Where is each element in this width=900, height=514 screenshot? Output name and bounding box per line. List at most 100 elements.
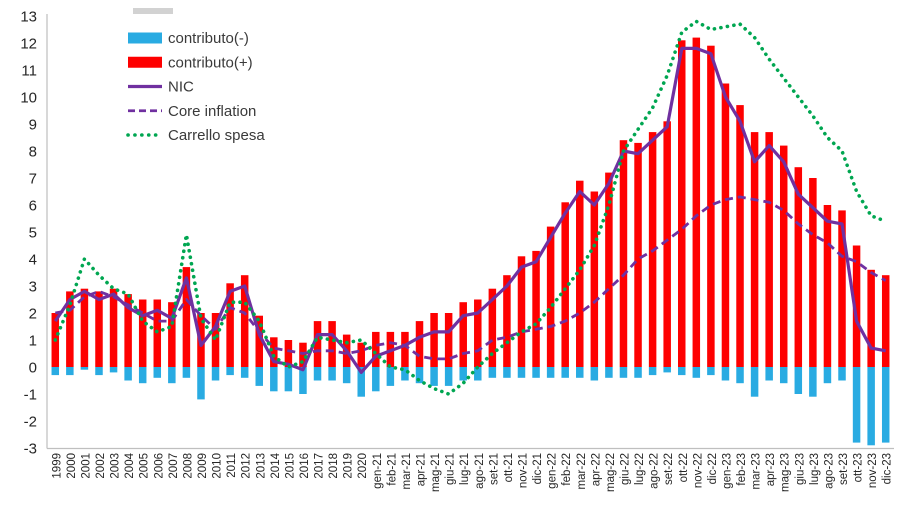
y-tick-label: 7	[29, 171, 37, 188]
bar-positive	[313, 321, 322, 367]
x-tick-label: 2005	[139, 453, 151, 479]
x-tick-label: 2017	[314, 453, 326, 479]
x-tick-label: apr-23	[765, 453, 777, 486]
bar-negative	[634, 367, 642, 378]
y-tick-label: 2	[29, 306, 37, 323]
x-tick-label: 2010	[212, 453, 224, 479]
x-tick-label: dic-23	[882, 453, 894, 484]
x-tick-label: dic-22	[707, 453, 719, 484]
bar-negative	[750, 367, 759, 397]
x-tick-label: feb-21	[386, 453, 398, 486]
x-tick-label: 2018	[328, 453, 340, 479]
bar-positive	[663, 121, 671, 367]
x-tick-label: 2003	[110, 453, 122, 479]
bar-positive	[736, 105, 744, 367]
bar-negative	[779, 367, 788, 384]
x-tick-label: 2002	[95, 453, 107, 479]
x-tick-label: feb-23	[736, 453, 748, 486]
bar-positive	[255, 315, 263, 367]
x-tick-label: set-23	[838, 453, 850, 485]
bar-negative	[444, 367, 453, 386]
bar-negative	[313, 367, 322, 381]
bar-negative	[474, 367, 482, 381]
bar-negative	[415, 367, 424, 384]
bar-positive	[240, 275, 249, 367]
x-tick-label: 2007	[168, 453, 180, 479]
bar-positive	[459, 302, 467, 367]
bar-negative	[138, 367, 147, 384]
x-tick-label: mag-22	[605, 453, 617, 492]
bar-positive	[678, 40, 686, 368]
x-tick-label: 2016	[299, 453, 311, 479]
bar-positive	[605, 172, 613, 367]
bar-negative	[153, 367, 162, 378]
legend-label-nic: NIC	[168, 79, 194, 96]
bar-positive	[430, 313, 438, 367]
bar-negative	[342, 367, 351, 384]
x-tick-label: gen-21	[372, 453, 384, 489]
y-tick-label: 1	[29, 333, 37, 350]
x-tick-label: feb-22	[561, 453, 573, 486]
x-tick-label: ott-23	[853, 453, 865, 482]
x-tick-label: dic-21	[532, 453, 544, 484]
x-tick-label: ago-21	[474, 453, 486, 489]
bar-negative	[124, 367, 132, 381]
bar-negative	[809, 367, 817, 397]
bar-positive	[576, 180, 584, 367]
bar-negative	[794, 367, 803, 394]
x-tick-label: lug-23	[809, 453, 821, 485]
x-tick-label: giu-23	[794, 453, 806, 485]
bar-negative	[430, 367, 438, 386]
bar-positive	[226, 283, 234, 367]
bar-negative	[605, 367, 613, 378]
bar-negative	[401, 367, 409, 381]
bar-negative	[386, 367, 395, 386]
bar-negative	[459, 367, 467, 381]
nic-line	[53, 46, 886, 374]
bar-positive	[124, 294, 132, 367]
y-tick-label: -3	[24, 441, 37, 458]
bar-negative	[765, 367, 773, 381]
bar-positive	[401, 331, 409, 367]
bar-negative	[284, 367, 293, 392]
x-tick-label: ago-23	[823, 453, 835, 489]
bar-negative	[503, 367, 511, 378]
bar-negative	[532, 367, 540, 378]
bar-negative	[852, 367, 861, 443]
y-tick-label: 4	[29, 252, 37, 269]
bar-negative	[619, 367, 628, 378]
bar-positive	[634, 142, 642, 367]
x-tick-label: mag-21	[430, 453, 442, 492]
x-tick-label: 2012	[241, 453, 253, 479]
bar-positive	[109, 288, 118, 367]
x-tick-label: nov-21	[517, 453, 529, 488]
x-tick-label: apr-21	[416, 453, 428, 486]
y-tick-label: 5	[29, 225, 37, 242]
y-tick-label: 0	[29, 360, 37, 377]
bar-negative	[692, 367, 701, 378]
bar-negative	[328, 367, 336, 381]
bar-positive	[838, 210, 846, 367]
x-tick-label: 2015	[284, 453, 296, 479]
bar-positive	[546, 226, 555, 367]
bar-positive	[153, 299, 162, 367]
y-tick-label: 13	[20, 9, 37, 26]
x-tick-label: giu-22	[619, 453, 631, 485]
bar-negative	[707, 367, 715, 376]
legend-label-core-inflation: Core inflation	[168, 103, 256, 120]
bar-negative	[721, 367, 730, 381]
x-tick-label: lug-22	[634, 453, 646, 485]
bar-negative	[546, 367, 555, 378]
bar-negative	[678, 367, 686, 376]
x-tick-label: 2006	[153, 453, 165, 479]
bar-positive	[138, 299, 147, 367]
cropped-legend-artifact	[133, 8, 173, 14]
bar-negative	[80, 367, 89, 370]
bar-positive	[707, 45, 715, 367]
bar-positive	[503, 275, 511, 367]
x-tick-label: 2019	[343, 453, 355, 479]
x-tick-label: ago-22	[649, 453, 661, 489]
x-tick-label: giu-21	[445, 453, 457, 485]
